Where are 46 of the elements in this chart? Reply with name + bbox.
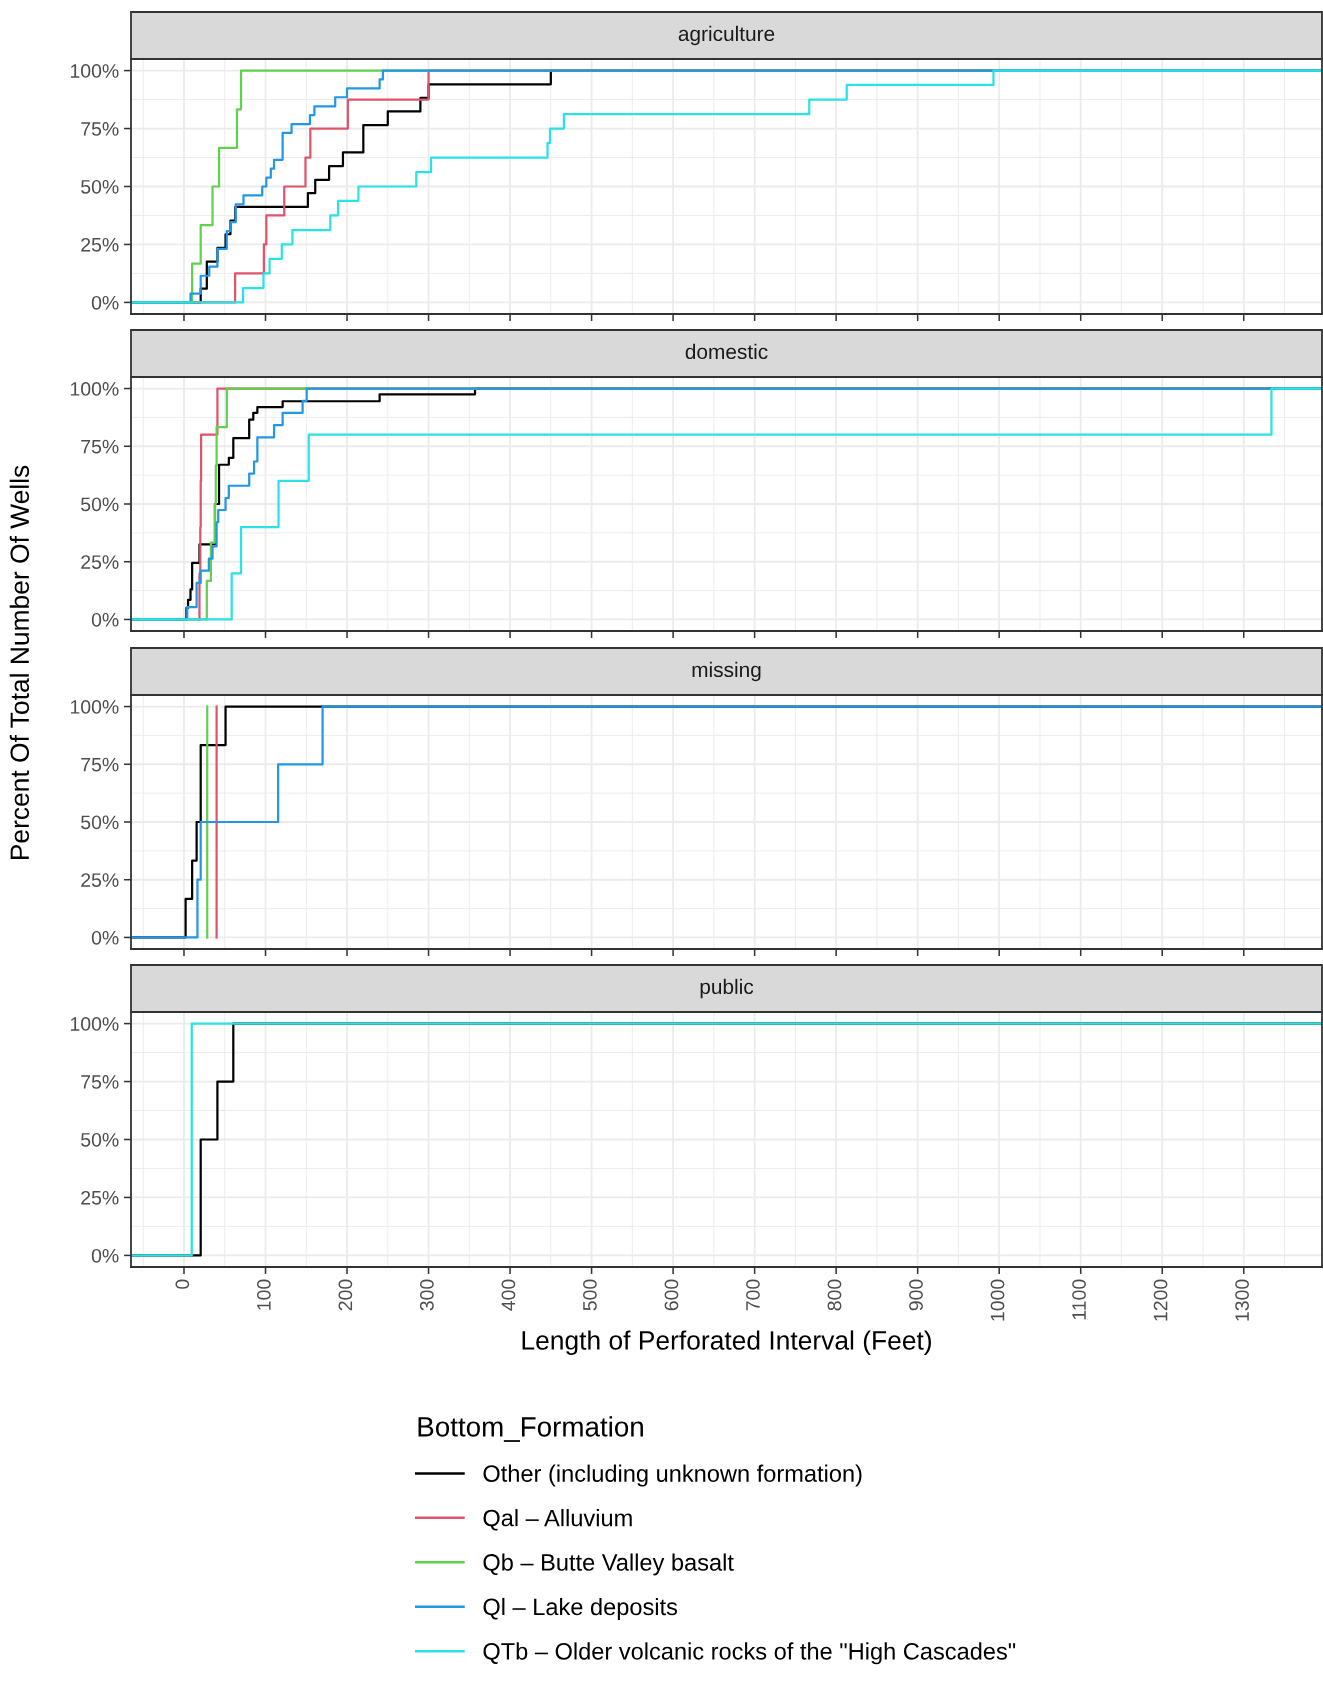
- y-axis-title: Percent Of Total Number Of Wells: [9, 465, 30, 860]
- y-tick-label: 0%: [91, 1248, 119, 1263]
- y-tick-label: 25%: [81, 1190, 119, 1205]
- y-tick-label: 75%: [81, 439, 119, 454]
- y-tick-label: 25%: [81, 555, 119, 569]
- x-tick-label: 900: [909, 1279, 923, 1311]
- x-tick-label: 200: [338, 1279, 353, 1311]
- y-tick-label: 100%: [70, 700, 119, 714]
- x-tick-label: 0: [175, 1279, 190, 1289]
- y-tick-label: 50%: [81, 815, 119, 830]
- y-tick-label: 100%: [70, 1017, 119, 1031]
- x-tick-label: 1100: [1072, 1279, 1086, 1320]
- x-tick-label: 100: [256, 1279, 271, 1310]
- x-tick-label: 500: [583, 1279, 597, 1311]
- y-tick-label: 75%: [81, 1075, 119, 1089]
- y-tick-label: 75%: [81, 122, 119, 136]
- legend-label: Qb – Butte Valley basalt: [483, 1553, 734, 1576]
- chart-title: missing: [692, 661, 761, 682]
- chart-title: agriculture: [678, 25, 775, 46]
- y-tick-label: 75%: [81, 757, 119, 772]
- x-tick-label: 1300: [1235, 1279, 1249, 1321]
- y-tick-label: 25%: [81, 873, 119, 887]
- x-tick-label: 800: [827, 1279, 842, 1311]
- y-tick-label: 100%: [70, 382, 119, 396]
- y-tick-label: 0%: [91, 612, 119, 627]
- y-tick-label: 25%: [81, 237, 119, 252]
- legend-label: Ql – Lake deposits: [483, 1597, 678, 1620]
- chart-title: public: [700, 978, 754, 999]
- x-axis-title: Length of Perforated Interval (Feet): [522, 1330, 931, 1355]
- y-tick-label: 50%: [81, 179, 119, 194]
- x-tick-label: 1200: [1153, 1279, 1168, 1321]
- y-tick-label: 50%: [81, 1132, 119, 1147]
- chart-title: domestic: [685, 343, 768, 360]
- x-tick-label: 600: [664, 1279, 679, 1311]
- legend-label: QTb – Older volcanic rocks of the "High Cascades": [483, 1642, 1016, 1665]
- y-tick-label: 0%: [91, 930, 119, 945]
- x-tick-label: 700: [746, 1279, 760, 1311]
- y-tick-label: 50%: [81, 497, 119, 512]
- y-tick-label: 100%: [70, 64, 119, 78]
- legend-title: Bottom_Formation: [418, 1416, 643, 1442]
- x-tick-label: 1000: [990, 1279, 1005, 1321]
- legend-label: Qal – Alluvium: [483, 1509, 632, 1531]
- y-tick-label: 0%: [91, 295, 119, 310]
- x-tick-label: 400: [501, 1279, 516, 1311]
- x-tick-label: 300: [420, 1279, 434, 1311]
- legend-label: Other (including unknown formation): [483, 1464, 862, 1487]
